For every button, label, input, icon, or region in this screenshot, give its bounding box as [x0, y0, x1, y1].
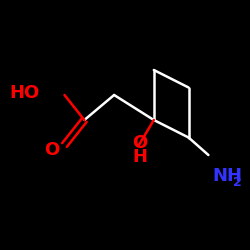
Text: 2: 2 [233, 176, 242, 188]
Text: O: O [44, 141, 60, 159]
Text: NH: NH [212, 167, 242, 185]
Text: O: O [132, 134, 148, 152]
Text: HO: HO [10, 84, 40, 102]
Text: H: H [133, 148, 148, 166]
